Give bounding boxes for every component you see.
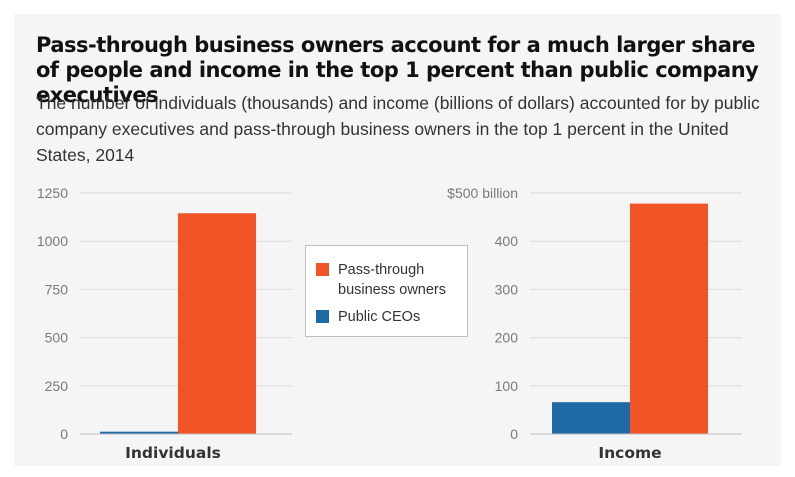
legend-swatch-pass-through bbox=[316, 263, 329, 276]
income-y-tick-label: 400 bbox=[495, 233, 519, 249]
individuals-category-label: Individuals bbox=[125, 444, 221, 462]
income-y-tick-label: 100 bbox=[495, 378, 519, 394]
individuals-y-tick-label: 0 bbox=[60, 426, 68, 442]
income-y-tick-label: 200 bbox=[495, 330, 519, 346]
income-bar-pass-through bbox=[630, 203, 708, 434]
individuals-bar-public-ceos bbox=[100, 431, 178, 434]
legend-label-pass-through: Pass-through business owners bbox=[338, 262, 446, 298]
income-y-tick-label: 0 bbox=[510, 426, 518, 442]
income-category-label: Income bbox=[598, 444, 661, 462]
income-bar-public-ceos bbox=[552, 402, 630, 434]
individuals-y-tick-label: 750 bbox=[45, 281, 69, 297]
income-y-tick-label: 300 bbox=[495, 281, 519, 297]
individuals-y-tick-label: 1000 bbox=[37, 233, 68, 249]
chart-title: Pass-through business owners account for… bbox=[36, 33, 759, 107]
individuals-y-tick-label: 1250 bbox=[37, 185, 68, 201]
chart-subtitle: The number of individuals (thousands) an… bbox=[36, 93, 760, 165]
legend-label-public-ceos: Public CEOs bbox=[338, 309, 421, 325]
legend: Pass-through business owners Public CEOs bbox=[305, 245, 468, 337]
individuals-y-tick-label: 500 bbox=[45, 330, 69, 346]
legend-item-pass-through: Pass-through business owners bbox=[316, 260, 458, 300]
legend-item-public-ceos: Public CEOs bbox=[316, 307, 458, 327]
individuals-bar-pass-through bbox=[178, 213, 256, 434]
legend-swatch-public-ceos bbox=[316, 310, 329, 323]
individuals-y-tick-label: 250 bbox=[45, 378, 69, 394]
income-y-tick-label: $500 billion bbox=[447, 185, 518, 201]
